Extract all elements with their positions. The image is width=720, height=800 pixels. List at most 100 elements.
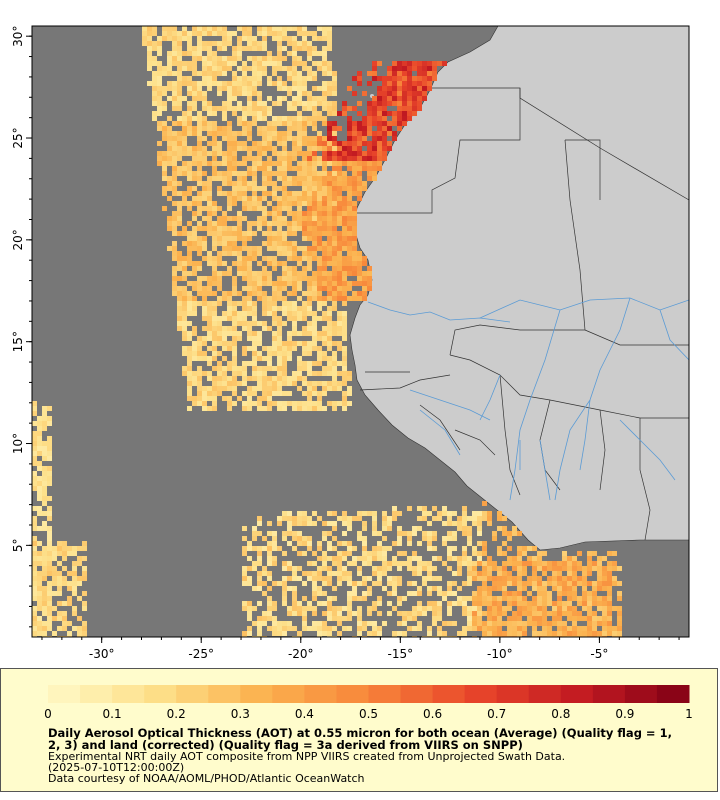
- aot-cell: [212, 281, 217, 286]
- aot-cell: [192, 81, 197, 86]
- aot-cell: [292, 546, 297, 551]
- aot-cell: [212, 246, 217, 251]
- aot-cell: [317, 51, 322, 56]
- aot-cell: [212, 131, 217, 136]
- aot-cell: [217, 276, 222, 281]
- aot-cell: [292, 196, 297, 201]
- aot-cell: [252, 306, 257, 311]
- aot-cell: [277, 246, 282, 251]
- aot-cell: [442, 596, 447, 601]
- aot-cell: [277, 101, 282, 106]
- colorbar-cell: [240, 685, 273, 703]
- aot-cell: [402, 96, 407, 101]
- aot-cell: [347, 226, 352, 231]
- colorbar-tick-label: 0.2: [167, 707, 186, 721]
- aot-cell: [172, 136, 177, 141]
- aot-cell: [327, 316, 332, 321]
- aot-cell: [312, 316, 317, 321]
- aot-cell: [247, 581, 252, 586]
- aot-cell: [47, 581, 52, 586]
- aot-cell: [287, 176, 292, 181]
- aot-cell: [347, 286, 352, 291]
- aot-cell: [207, 121, 212, 126]
- aot-cell: [337, 611, 342, 616]
- aot-cell: [157, 101, 162, 106]
- colorbar-cell: [272, 685, 305, 703]
- aot-cell: [327, 356, 332, 361]
- aot-cell: [262, 161, 267, 166]
- aot-cell: [577, 631, 582, 636]
- aot-cell: [47, 566, 52, 571]
- aot-cell: [357, 251, 362, 256]
- aot-cell: [37, 451, 42, 456]
- aot-cell: [617, 566, 622, 571]
- aot-cell: [352, 126, 357, 131]
- aot-cell: [377, 166, 382, 171]
- aot-cell: [202, 41, 207, 46]
- aot-cell: [312, 146, 317, 151]
- aot-cell: [337, 141, 342, 146]
- aot-cell: [437, 511, 442, 516]
- aot-cell: [347, 271, 352, 276]
- aot-cell: [42, 471, 47, 476]
- aot-cell: [317, 136, 322, 141]
- aot-cell: [152, 56, 157, 61]
- aot-cell: [327, 91, 332, 96]
- aot-cell: [342, 311, 347, 316]
- aot-cell: [192, 176, 197, 181]
- aot-cell: [32, 471, 37, 476]
- aot-cell: [347, 106, 352, 111]
- aot-cell: [362, 541, 367, 546]
- aot-cell: [332, 286, 337, 291]
- aot-cell: [477, 541, 482, 546]
- aot-cell: [252, 331, 257, 336]
- aot-cell: [222, 246, 227, 251]
- aot-cell: [287, 71, 292, 76]
- aot-cell: [477, 591, 482, 596]
- aot-cell: [482, 586, 487, 591]
- aot-cell: [457, 571, 462, 576]
- aot-cell: [517, 611, 522, 616]
- aot-cell: [347, 601, 352, 606]
- aot-cell: [442, 621, 447, 626]
- aot-cell: [397, 581, 402, 586]
- aot-cell: [172, 191, 177, 196]
- aot-cell: [377, 96, 382, 101]
- aot-cell: [387, 566, 392, 571]
- aot-cell: [607, 601, 612, 606]
- aot-cell: [262, 276, 267, 281]
- aot-cell: [167, 161, 172, 166]
- aot-cell: [252, 621, 257, 626]
- aot-cell: [327, 541, 332, 546]
- aot-cell: [222, 106, 227, 111]
- aot-cell: [352, 236, 357, 241]
- aot-cell: [57, 586, 62, 591]
- aot-cell: [222, 296, 227, 301]
- aot-cell: [232, 291, 237, 296]
- aot-cell: [247, 611, 252, 616]
- aot-cell: [177, 191, 182, 196]
- aot-cell: [157, 71, 162, 76]
- aot-cell: [297, 566, 302, 571]
- aot-cell: [337, 151, 342, 156]
- aot-cell: [222, 171, 227, 176]
- aot-cell: [482, 511, 487, 516]
- aot-cell: [257, 576, 262, 581]
- aot-cell: [262, 216, 267, 221]
- aot-cell: [177, 221, 182, 226]
- aot-cell: [302, 61, 307, 66]
- aot-cell: [412, 566, 417, 571]
- aot-cell: [42, 551, 47, 556]
- aot-cell: [52, 616, 57, 621]
- aot-cell: [497, 576, 502, 581]
- aot-cell: [242, 86, 247, 91]
- aot-cell: [272, 151, 277, 156]
- aot-cell: [552, 586, 557, 591]
- aot-cell: [592, 621, 597, 626]
- aot-cell: [47, 611, 52, 616]
- aot-cell: [342, 226, 347, 231]
- aot-cell: [242, 106, 247, 111]
- aot-cell: [312, 176, 317, 181]
- aot-cell: [47, 481, 52, 486]
- aot-cell: [302, 391, 307, 396]
